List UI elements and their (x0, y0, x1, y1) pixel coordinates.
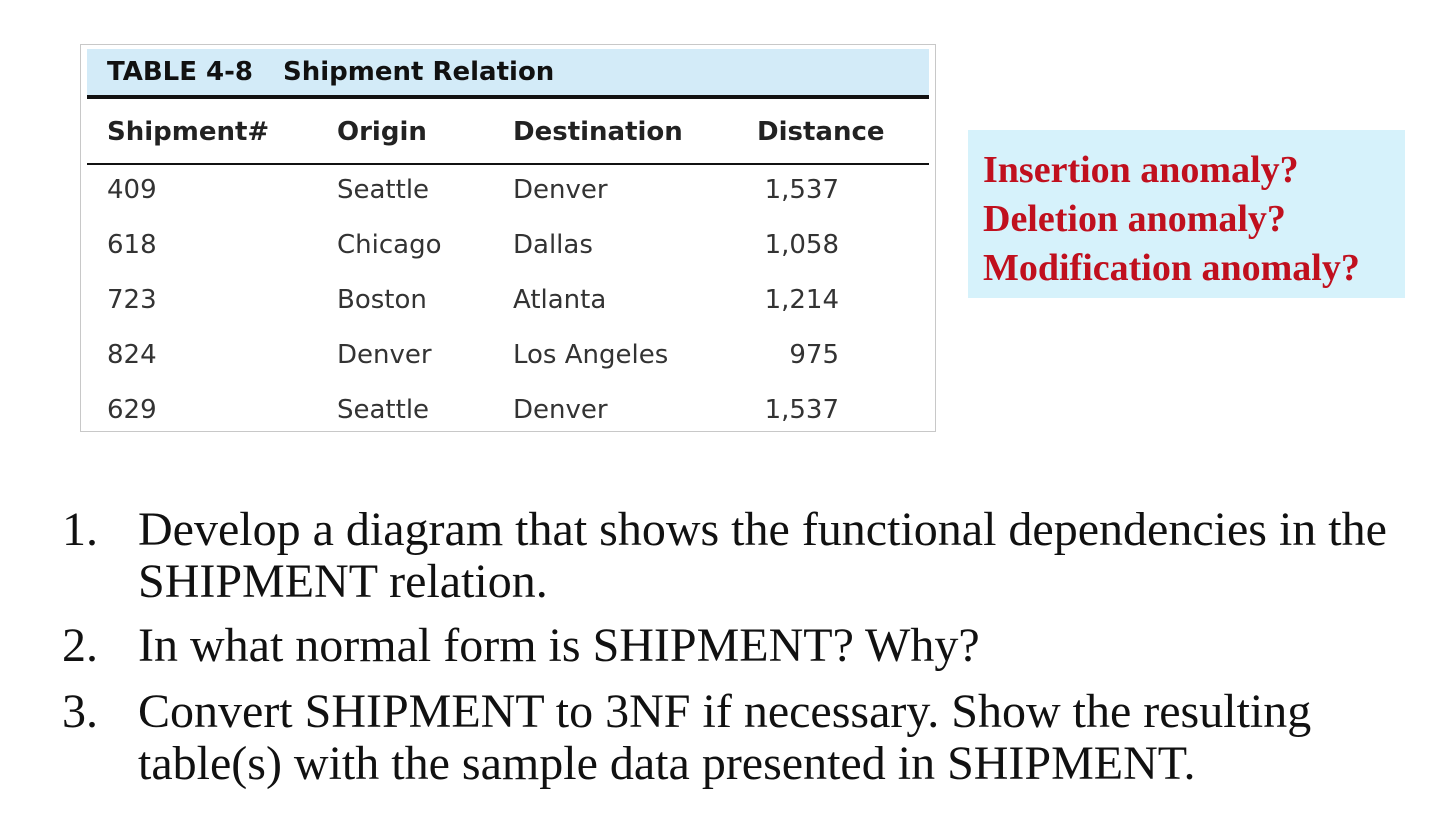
cell-shipment: 618 (107, 230, 157, 260)
anomaly-callout: Insertion anomaly? Deletion anomaly? Mod… (968, 130, 1405, 298)
cell-destination: Denver (513, 175, 608, 205)
question-text: Convert SHIPMENT to 3NF if necessary. Sh… (138, 686, 1438, 790)
cell-distance: 1,537 (764, 175, 839, 205)
table-row: 824 Denver Los Angeles 975 (87, 330, 929, 385)
column-header-shipment: Shipment# (107, 117, 270, 147)
column-header-distance: Distance (757, 117, 885, 147)
question-line: In what normal form is SHIPMENT? Why? (138, 619, 980, 672)
cell-destination: Atlanta (513, 285, 607, 315)
cell-shipment: 824 (107, 340, 157, 370)
cell-origin: Denver (337, 340, 432, 370)
deletion-anomaly-text: Deletion anomaly? (983, 198, 1286, 240)
table-row: 629 Seattle Denver 1,537 (87, 385, 929, 440)
cell-distance: 1,214 (764, 285, 839, 315)
cell-distance: 1,537 (764, 395, 839, 425)
cell-origin: Seattle (337, 395, 430, 425)
question-line: Develop a diagram that shows the functio… (138, 503, 1387, 556)
cell-distance: 975 (789, 340, 839, 370)
column-header-destination: Destination (513, 117, 683, 147)
table-header-row: Shipment# Origin Destination Distance (87, 99, 929, 165)
insertion-anomaly-text: Insertion anomaly? (983, 149, 1299, 191)
modification-anomaly-text: Modification anomaly? (983, 247, 1360, 289)
question-number: 3. (62, 685, 98, 738)
column-header-origin: Origin (337, 117, 427, 147)
cell-distance: 1,058 (764, 230, 839, 260)
table-row: 723 Boston Atlanta 1,214 (87, 275, 929, 330)
question-text: Develop a diagram that shows the functio… (138, 504, 1438, 608)
cell-origin: Seattle (337, 175, 430, 205)
question-line: SHIPMENT relation. (138, 555, 548, 608)
cell-shipment: 723 (107, 285, 157, 315)
cell-origin: Boston (337, 285, 427, 315)
question-text: In what normal form is SHIPMENT? Why? (138, 620, 1438, 672)
shipment-table: TABLE 4-8 Shipment Relation Shipment# Ori… (80, 44, 936, 432)
cell-destination: Los Angeles (513, 340, 669, 370)
cell-origin: Chicago (337, 230, 442, 260)
table-number: TABLE 4-8 (107, 57, 254, 87)
table-title: Shipment Relation (283, 57, 555, 87)
question-line: table(s) with the sample data presented … (138, 737, 1196, 790)
table-row: 409 Seattle Denver 1,537 (87, 165, 929, 220)
question-number: 1. (62, 503, 98, 556)
cell-shipment: 409 (107, 175, 157, 205)
table-row: 618 Chicago Dallas 1,058 (87, 220, 929, 275)
table-body: 409 Seattle Denver 1,537 618 Chicago Dal… (87, 165, 929, 431)
cell-shipment: 629 (107, 395, 157, 425)
question-number: 2. (62, 619, 98, 672)
cell-destination: Denver (513, 395, 608, 425)
question-line: Convert SHIPMENT to 3NF if necessary. Sh… (138, 685, 1312, 738)
table-caption: TABLE 4-8 Shipment Relation (87, 49, 929, 99)
cell-destination: Dallas (513, 230, 593, 260)
